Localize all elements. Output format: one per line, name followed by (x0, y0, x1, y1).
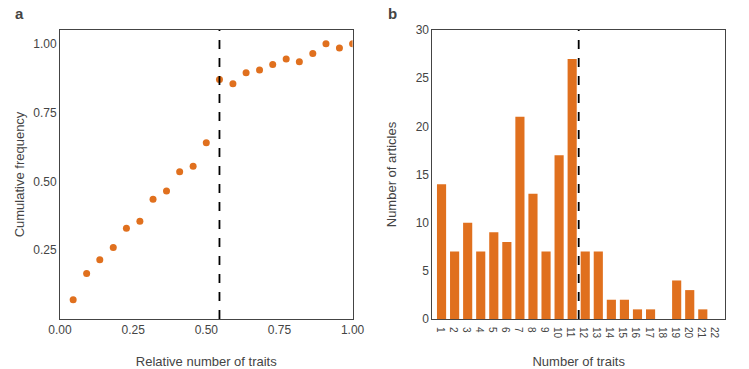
svg-text:15: 15 (617, 327, 628, 339)
svg-text:0.25: 0.25 (33, 243, 57, 257)
svg-text:17: 17 (644, 327, 655, 339)
svg-text:6: 6 (500, 327, 511, 333)
svg-text:12: 12 (578, 327, 589, 339)
svg-text:1.00: 1.00 (33, 37, 57, 51)
svg-text:Cumulative frequency: Cumulative frequency (12, 111, 27, 237)
svg-text:3: 3 (461, 327, 472, 333)
svg-text:19: 19 (670, 327, 681, 339)
svg-text:Number of articles: Number of articles (384, 121, 399, 227)
svg-text:0.50: 0.50 (33, 175, 57, 189)
svg-text:10: 10 (552, 327, 563, 339)
svg-text:16: 16 (630, 327, 641, 339)
svg-text:25: 25 (416, 71, 430, 85)
svg-text:Relative number of traits: Relative number of traits (136, 354, 277, 369)
svg-text:21: 21 (696, 327, 707, 339)
svg-text:30: 30 (416, 23, 430, 37)
svg-text:8: 8 (526, 327, 537, 333)
svg-text:7: 7 (513, 327, 524, 333)
svg-text:2: 2 (448, 327, 459, 333)
svg-text:0.25: 0.25 (121, 323, 145, 337)
svg-text:22: 22 (709, 327, 720, 339)
svg-text:10: 10 (416, 216, 430, 230)
svg-text:0.75: 0.75 (33, 106, 57, 120)
svg-text:b: b (388, 5, 397, 22)
svg-text:9: 9 (539, 327, 550, 333)
svg-text:Number of traits: Number of traits (532, 354, 625, 369)
svg-text:0: 0 (422, 312, 429, 326)
svg-text:0.00: 0.00 (48, 323, 72, 337)
svg-text:5: 5 (487, 327, 498, 333)
svg-text:4: 4 (474, 327, 485, 333)
svg-text:20: 20 (416, 120, 430, 134)
svg-text:20: 20 (683, 327, 694, 339)
svg-text:14: 14 (604, 327, 615, 339)
svg-text:15: 15 (416, 168, 430, 182)
svg-text:a: a (15, 5, 24, 22)
svg-text:1.00: 1.00 (341, 323, 365, 337)
svg-text:5: 5 (422, 264, 429, 278)
svg-text:0.50: 0.50 (195, 323, 219, 337)
svg-text:0.75: 0.75 (268, 323, 292, 337)
svg-text:1: 1 (435, 327, 446, 333)
svg-text:18: 18 (657, 327, 668, 339)
svg-text:13: 13 (591, 327, 602, 339)
svg-text:11: 11 (565, 327, 576, 338)
